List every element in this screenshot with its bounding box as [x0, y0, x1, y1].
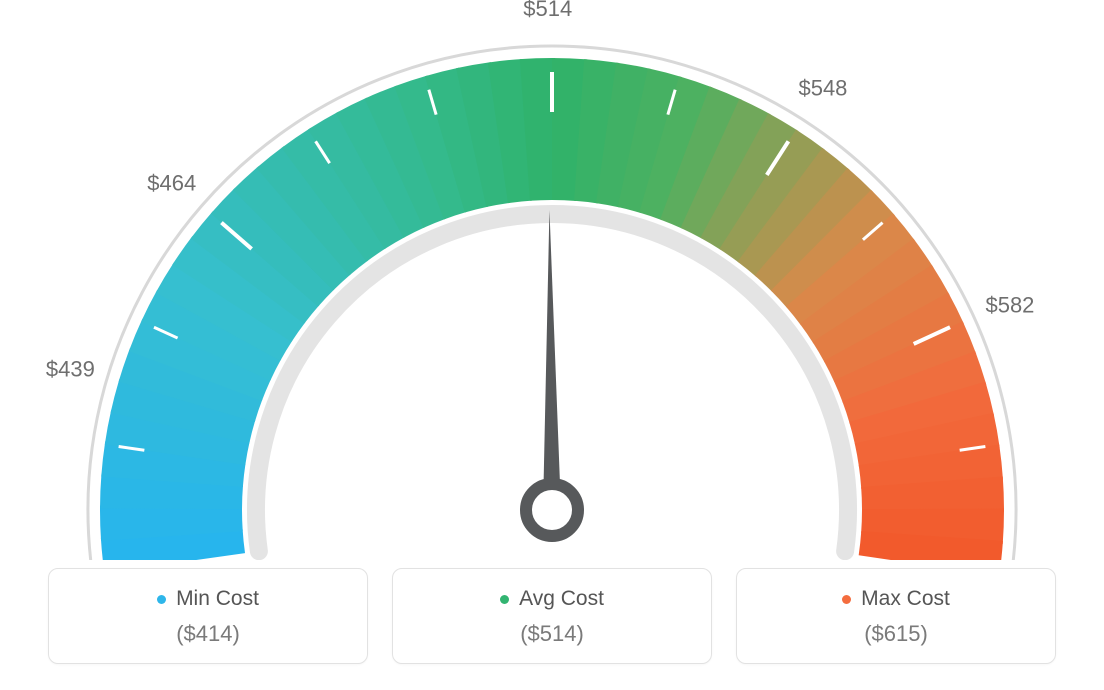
svg-text:$582: $582: [985, 292, 1034, 317]
legend-value-min: ($414): [59, 621, 357, 647]
svg-text:$464: $464: [147, 170, 196, 195]
legend-label: Min Cost: [176, 587, 259, 611]
legend-card-max: Max Cost ($615): [736, 568, 1056, 664]
legend-label: Max Cost: [861, 587, 950, 611]
svg-text:$514: $514: [523, 0, 572, 21]
gauge-chart: $414$439$464$514$548$582$615: [0, 0, 1104, 560]
legend-title-avg: Avg Cost: [500, 587, 604, 611]
legend-value-max: ($615): [747, 621, 1045, 647]
legend-title-min: Min Cost: [157, 587, 259, 611]
svg-text:$548: $548: [798, 75, 847, 100]
legend-label: Avg Cost: [519, 587, 604, 611]
legend-row: Min Cost ($414) Avg Cost ($514) Max Cost…: [0, 568, 1104, 664]
dot-icon: [842, 595, 851, 604]
legend-card-min: Min Cost ($414): [48, 568, 368, 664]
legend-card-avg: Avg Cost ($514): [392, 568, 712, 664]
dot-icon: [500, 595, 509, 604]
legend-title-max: Max Cost: [842, 587, 950, 611]
svg-text:$439: $439: [46, 356, 95, 381]
dot-icon: [157, 595, 166, 604]
legend-value-avg: ($514): [403, 621, 701, 647]
